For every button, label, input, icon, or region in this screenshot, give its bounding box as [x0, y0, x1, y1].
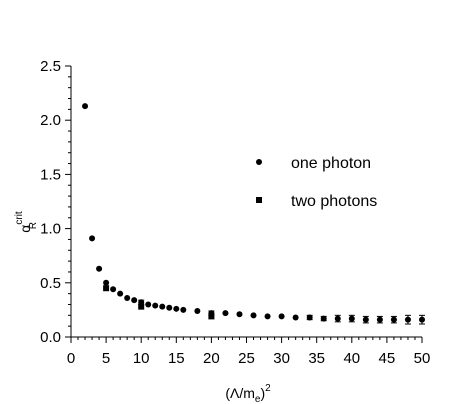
- data-point-one-photon: [306, 314, 313, 321]
- x-tick-label: 30: [273, 350, 290, 367]
- x-tick-label: 15: [168, 350, 185, 367]
- data-point-one-photon: [278, 313, 285, 320]
- x-tick-label: 5: [102, 350, 110, 367]
- data-point-one-photon: [82, 103, 89, 110]
- data-point-two-photons: [103, 285, 110, 292]
- x-tick-label: 40: [343, 350, 360, 367]
- y-axis-title: αcritR: [14, 211, 39, 233]
- x-ticks: 0 5 10 15 20 25 30 35 40 45 50: [67, 337, 431, 367]
- x-tick-label: 25: [238, 350, 255, 367]
- data-point-one-photon: [222, 310, 229, 317]
- data-point-one-photon: [334, 315, 341, 322]
- data-point-one-photon: [173, 305, 180, 312]
- y-tick-label: 2.5: [40, 58, 61, 75]
- data-point-one-photon: [236, 311, 243, 318]
- data-point-one-photon: [376, 316, 383, 323]
- data-point-one-photon: [250, 312, 257, 319]
- data-point-one-photon: [194, 307, 201, 314]
- data-point-one-photon: [362, 316, 369, 323]
- x-tick-label: 20: [203, 350, 220, 367]
- y-tick-label: 1.0: [40, 221, 61, 238]
- data-point-one-photon: [180, 306, 187, 313]
- data-point-one-photon: [96, 265, 103, 272]
- data-point-two-photons: [208, 313, 215, 320]
- y-tick-label: 0.5: [40, 275, 61, 292]
- data-point-one-photon: [390, 316, 397, 323]
- data-point-one-photon: [152, 302, 159, 309]
- data-point-one-photon: [166, 304, 173, 311]
- legend: one photon two photons: [256, 155, 377, 210]
- data-point-one-photon: [320, 315, 327, 322]
- x-tick-label: 0: [67, 350, 75, 367]
- y-ticks: 0.0 0.5 1.0 1.5 2.0 2.5: [40, 58, 71, 346]
- x-tick-label: 10: [133, 350, 150, 367]
- y-tick-label: 0.0: [40, 329, 61, 346]
- data-point-one-photon: [159, 303, 166, 310]
- x-tick-label: 45: [379, 350, 396, 367]
- legend-label-one-photon: one photon: [291, 155, 371, 172]
- x-tick-label: 35: [308, 350, 325, 367]
- data-point-one-photon: [348, 315, 355, 322]
- data-point-one-photon: [89, 235, 96, 242]
- y-tick-label: 2.0: [40, 112, 61, 129]
- data-point-one-photon: [110, 286, 117, 293]
- data-point-two-photons: [138, 303, 145, 310]
- data-point-one-photon: [124, 294, 131, 301]
- data-point-one-photon: [404, 316, 411, 323]
- data-point-one-photon: [264, 313, 271, 320]
- x-axis-title: (Λ/me)2: [225, 383, 271, 404]
- legend-marker-one-photon: [256, 159, 262, 165]
- legend-marker-two-photons: [256, 197, 262, 203]
- legend-label-two-photons: two photons: [291, 193, 377, 210]
- y-tick-label: 1.5: [40, 166, 61, 183]
- svg-text:αcritR: αcritR: [14, 211, 39, 233]
- data-point-one-photon: [117, 290, 124, 297]
- data-point-one-photon: [131, 297, 138, 304]
- data-point-one-photon: [419, 316, 425, 323]
- x-tick-label: 50: [414, 350, 431, 367]
- data-point-one-photon: [145, 301, 152, 308]
- data-point-one-photon: [292, 314, 299, 321]
- data-point-one-photon: [103, 279, 110, 286]
- data-marks: [82, 103, 425, 323]
